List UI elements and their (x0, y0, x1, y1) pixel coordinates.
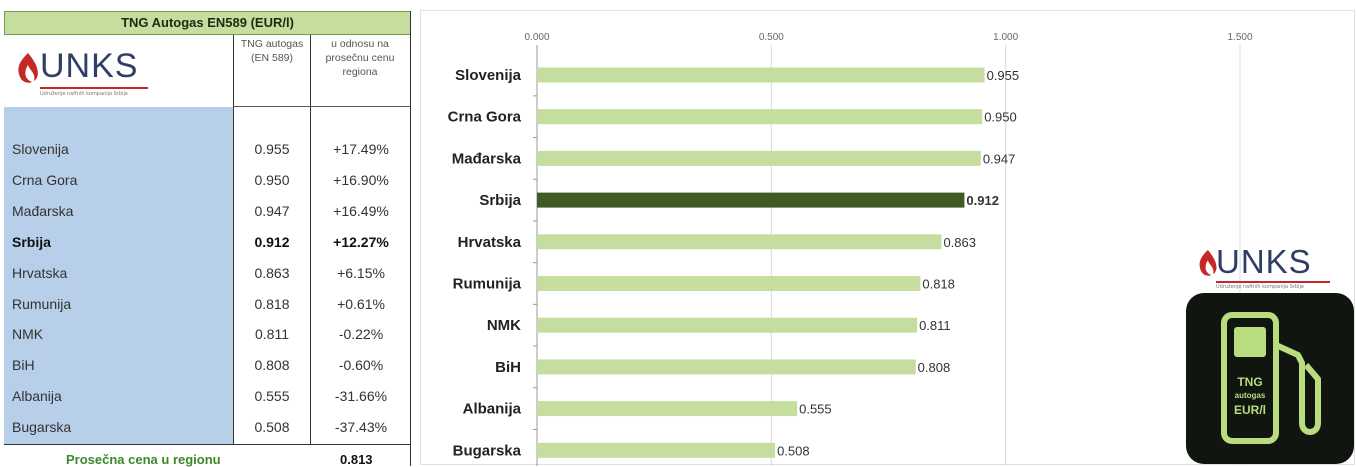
bar-slovenija (537, 67, 985, 83)
tng-badge: TNG autogas EUR/l (1186, 293, 1354, 464)
value-label: 0.912 (966, 193, 999, 208)
table-cell-country: Bugarska (12, 419, 72, 436)
table-cell-country: Hrvatska (12, 264, 68, 281)
table-cell-diff: +17.49% (333, 141, 389, 157)
bar-mađarska (537, 150, 981, 166)
average-value: 0.813 (340, 452, 373, 467)
value-label: 0.950 (984, 110, 1017, 125)
x-tick-label: 0.000 (524, 32, 549, 43)
category-label: Rumunija (453, 276, 522, 293)
col-header-price: TNG autogas (EN 589) (240, 38, 304, 64)
bar-chart: 0.000 0.500 1.000 1.500 Slovenija 0.955 Crna G… (420, 0, 1356, 466)
logo-text: UNKS (40, 47, 139, 85)
table-cell-price: 0.863 (254, 264, 290, 281)
x-tick-label: 0.500 (759, 32, 784, 43)
logo-rule (40, 87, 148, 89)
table-cell-country: Albanija (12, 388, 62, 405)
category-label: Albanija (463, 401, 522, 418)
table-cell-diff: +16.90% (333, 171, 389, 188)
value-label: 0.955 (987, 68, 1020, 83)
value-label: 0.818 (922, 277, 955, 292)
fuel-pump-icon (1221, 312, 1321, 444)
logo-text: UNKS (1216, 243, 1312, 280)
table-cell-diff: +6.15% (337, 264, 385, 281)
value-label: 0.947 (983, 151, 1016, 166)
table-cell-country: NMK (12, 326, 44, 343)
table-cell-diff: -0.60% (338, 357, 384, 374)
value-label: 0.808 (918, 360, 951, 375)
value-label: 0.811 (919, 318, 951, 333)
average-label: Prosečna cena u regionu (66, 452, 221, 467)
value-label: 0.863 (943, 235, 976, 250)
category-label: Slovenija (455, 67, 522, 84)
table-cell-diff: +12.27% (333, 233, 389, 250)
category-label: Bugarska (453, 442, 522, 459)
table-edge (410, 11, 411, 466)
footer-divider (4, 444, 411, 445)
category-label: Srbija (479, 192, 521, 209)
col-header-diff: u odnosu na prosečnu cenu regiona (325, 38, 395, 78)
bar-bih (537, 359, 916, 375)
column-divider (233, 35, 234, 445)
table-cell-price: 0.508 (254, 419, 290, 436)
table-cell-diff: -31.66% (334, 388, 388, 405)
unks-logo: UNKS Udruženje naftnih kompanija Srbije (10, 39, 236, 99)
x-tick-label: 1.500 (1227, 32, 1252, 43)
bar-srbija (537, 192, 965, 208)
table-cell-country: Slovenija (12, 141, 69, 157)
table-cell-price: 0.818 (254, 295, 290, 312)
chart-frame (420, 10, 1355, 465)
table-cell-country: Rumunija (12, 295, 72, 312)
category-label: Mađarska (452, 150, 522, 167)
logo-rule (1216, 281, 1330, 283)
unks-logo-right: UNKS Udruženje naftnih kompanija Srbije (1190, 243, 1340, 293)
table-cell-country: Crna Gora (12, 171, 78, 188)
category-label: Crna Gora (448, 109, 522, 126)
flame-icon (18, 53, 38, 83)
table-cell-price: 0.950 (254, 171, 290, 188)
bar-crna-gora (537, 109, 983, 125)
value-label: 0.508 (777, 443, 810, 458)
bar-nmk (537, 317, 918, 333)
value-label: 0.555 (799, 402, 832, 417)
table-title: TNG Autogas EN589 (EUR/l) (4, 11, 411, 35)
column-divider (310, 35, 311, 445)
table-cell-diff: +16.49% (333, 202, 389, 219)
table-cell-price: 0.947 (254, 202, 290, 219)
table-cell-diff: +0.61% (337, 295, 385, 312)
x-tick-label: 1.000 (993, 32, 1018, 43)
category-label: BiH (495, 359, 521, 376)
bar-bugarska (537, 442, 776, 458)
chart-svg: 0.000 0.500 1.000 1.500 Slovenija 0.955 Crna G… (448, 32, 1253, 466)
badge-line1: TNG (1237, 375, 1263, 389)
category-label: Hrvatska (458, 234, 522, 251)
bar-albanija (537, 401, 798, 417)
table-cell-price: 0.955 (254, 141, 290, 157)
badge-line3: EUR/l (1233, 403, 1266, 417)
table-cell-country: Srbija (12, 233, 51, 250)
table-cell-country: BiH (12, 357, 35, 374)
flame-icon (1199, 250, 1217, 276)
table-cell-price: 0.811 (255, 326, 289, 343)
category-label: NMK (487, 317, 521, 334)
table-cell-country: Mađarska (12, 202, 74, 219)
price-table: TNG Autogas EN589 (EUR/l) UNKS Udruženje… (4, 11, 413, 467)
logo-tagline: Udruženje naftnih kompanija Srbije (1216, 284, 1304, 290)
table-cell-diff: -0.22% (338, 326, 384, 343)
badge-line2: autogas (1234, 391, 1266, 400)
table-cell-price: 0.808 (254, 357, 290, 374)
bar-hrvatska (537, 234, 942, 250)
bar-rumunija (537, 276, 921, 291)
table-cell-diff: -37.43% (334, 419, 388, 436)
table-cell-price: 0.912 (254, 233, 290, 250)
header-divider (233, 106, 410, 107)
logo-tagline: Udruženje naftnih kompanija Srbije (40, 91, 128, 97)
table-cell-price: 0.555 (254, 388, 290, 405)
country-column-bg (4, 107, 233, 445)
